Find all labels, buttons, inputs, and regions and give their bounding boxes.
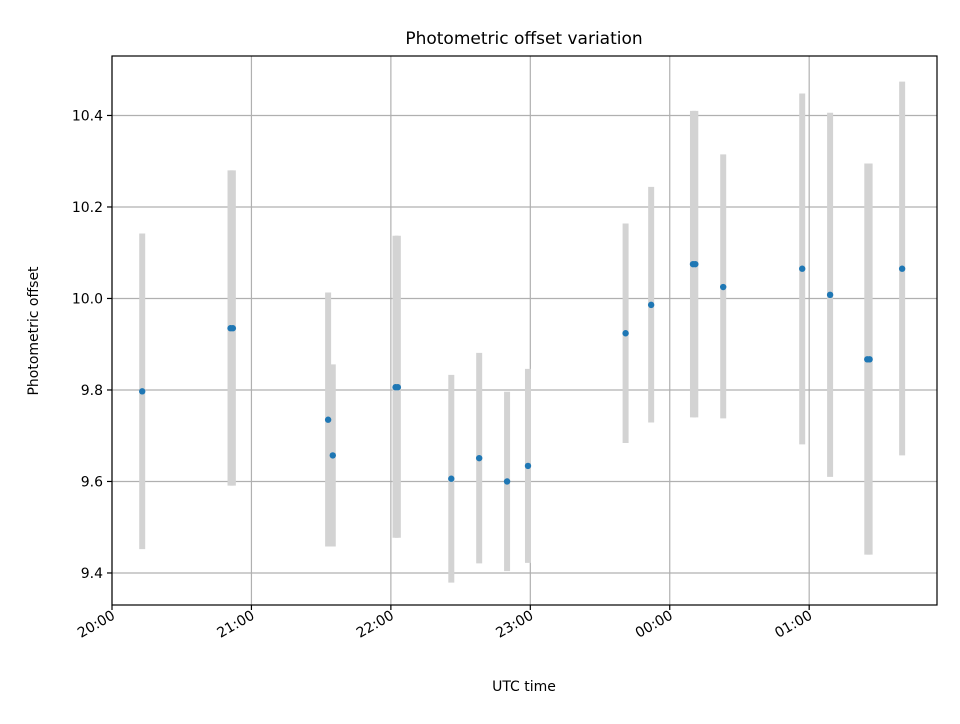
data-point	[826, 291, 834, 299]
data-point	[524, 462, 532, 470]
y-tick-label: 10.0	[72, 291, 103, 307]
data-point	[622, 330, 629, 337]
x-tick-label: 20:00	[75, 608, 118, 642]
data-point	[229, 325, 237, 332]
x-tick-label: 22:00	[354, 608, 397, 642]
data-point	[139, 388, 146, 395]
y-tick-label: 9.6	[81, 474, 103, 490]
data-points	[139, 260, 906, 485]
x-tick-label: 23:00	[493, 608, 536, 642]
data-point	[329, 452, 336, 459]
x-tick-label: 01:00	[772, 608, 815, 642]
axis-ticks: 20:00 21:00 22:00 23:00 00:00 01:00 9.4 9.6 9.8 1…	[72, 108, 815, 641]
data-point	[394, 384, 402, 391]
data-point	[324, 416, 332, 423]
data-point	[866, 356, 873, 363]
x-tick-label: 00:00	[633, 608, 676, 642]
data-point	[799, 265, 806, 272]
y-tick-label: 10.4	[72, 108, 103, 124]
y-axis-label: Photometric offset	[26, 266, 42, 396]
chart-title: Photometric offset variation	[405, 29, 642, 49]
x-axis-label: UTC time	[492, 679, 556, 695]
y-tick-label: 9.4	[81, 566, 103, 582]
data-point	[719, 283, 727, 291]
data-point	[448, 475, 455, 482]
y-tick-label: 9.8	[81, 383, 103, 399]
data-point	[898, 265, 906, 272]
data-point	[475, 454, 483, 462]
data-point	[692, 260, 699, 268]
data-point	[647, 301, 655, 309]
data-point	[503, 478, 511, 485]
x-tick-label: 21:00	[214, 608, 257, 642]
error-bars	[139, 81, 906, 583]
y-tick-label: 10.2	[72, 200, 103, 216]
plot-frame	[111, 55, 938, 606]
